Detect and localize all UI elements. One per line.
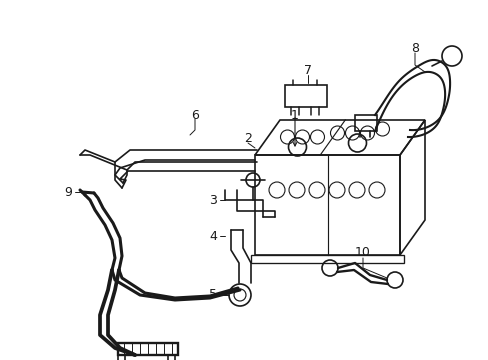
- Text: 7: 7: [304, 63, 311, 77]
- Bar: [118, 343, 178, 355]
- Text: 6: 6: [191, 108, 199, 122]
- Bar: [254, 155, 399, 255]
- Text: 2: 2: [244, 131, 251, 144]
- Text: 4: 4: [209, 230, 217, 243]
- Text: 5: 5: [208, 288, 217, 302]
- Text: 1: 1: [290, 108, 298, 122]
- Text: 9: 9: [64, 185, 72, 198]
- Text: 3: 3: [209, 194, 217, 207]
- Text: 8: 8: [410, 41, 418, 54]
- Bar: [250, 255, 403, 263]
- Bar: [354, 115, 376, 131]
- Bar: [285, 85, 326, 107]
- Text: 10: 10: [354, 246, 370, 258]
